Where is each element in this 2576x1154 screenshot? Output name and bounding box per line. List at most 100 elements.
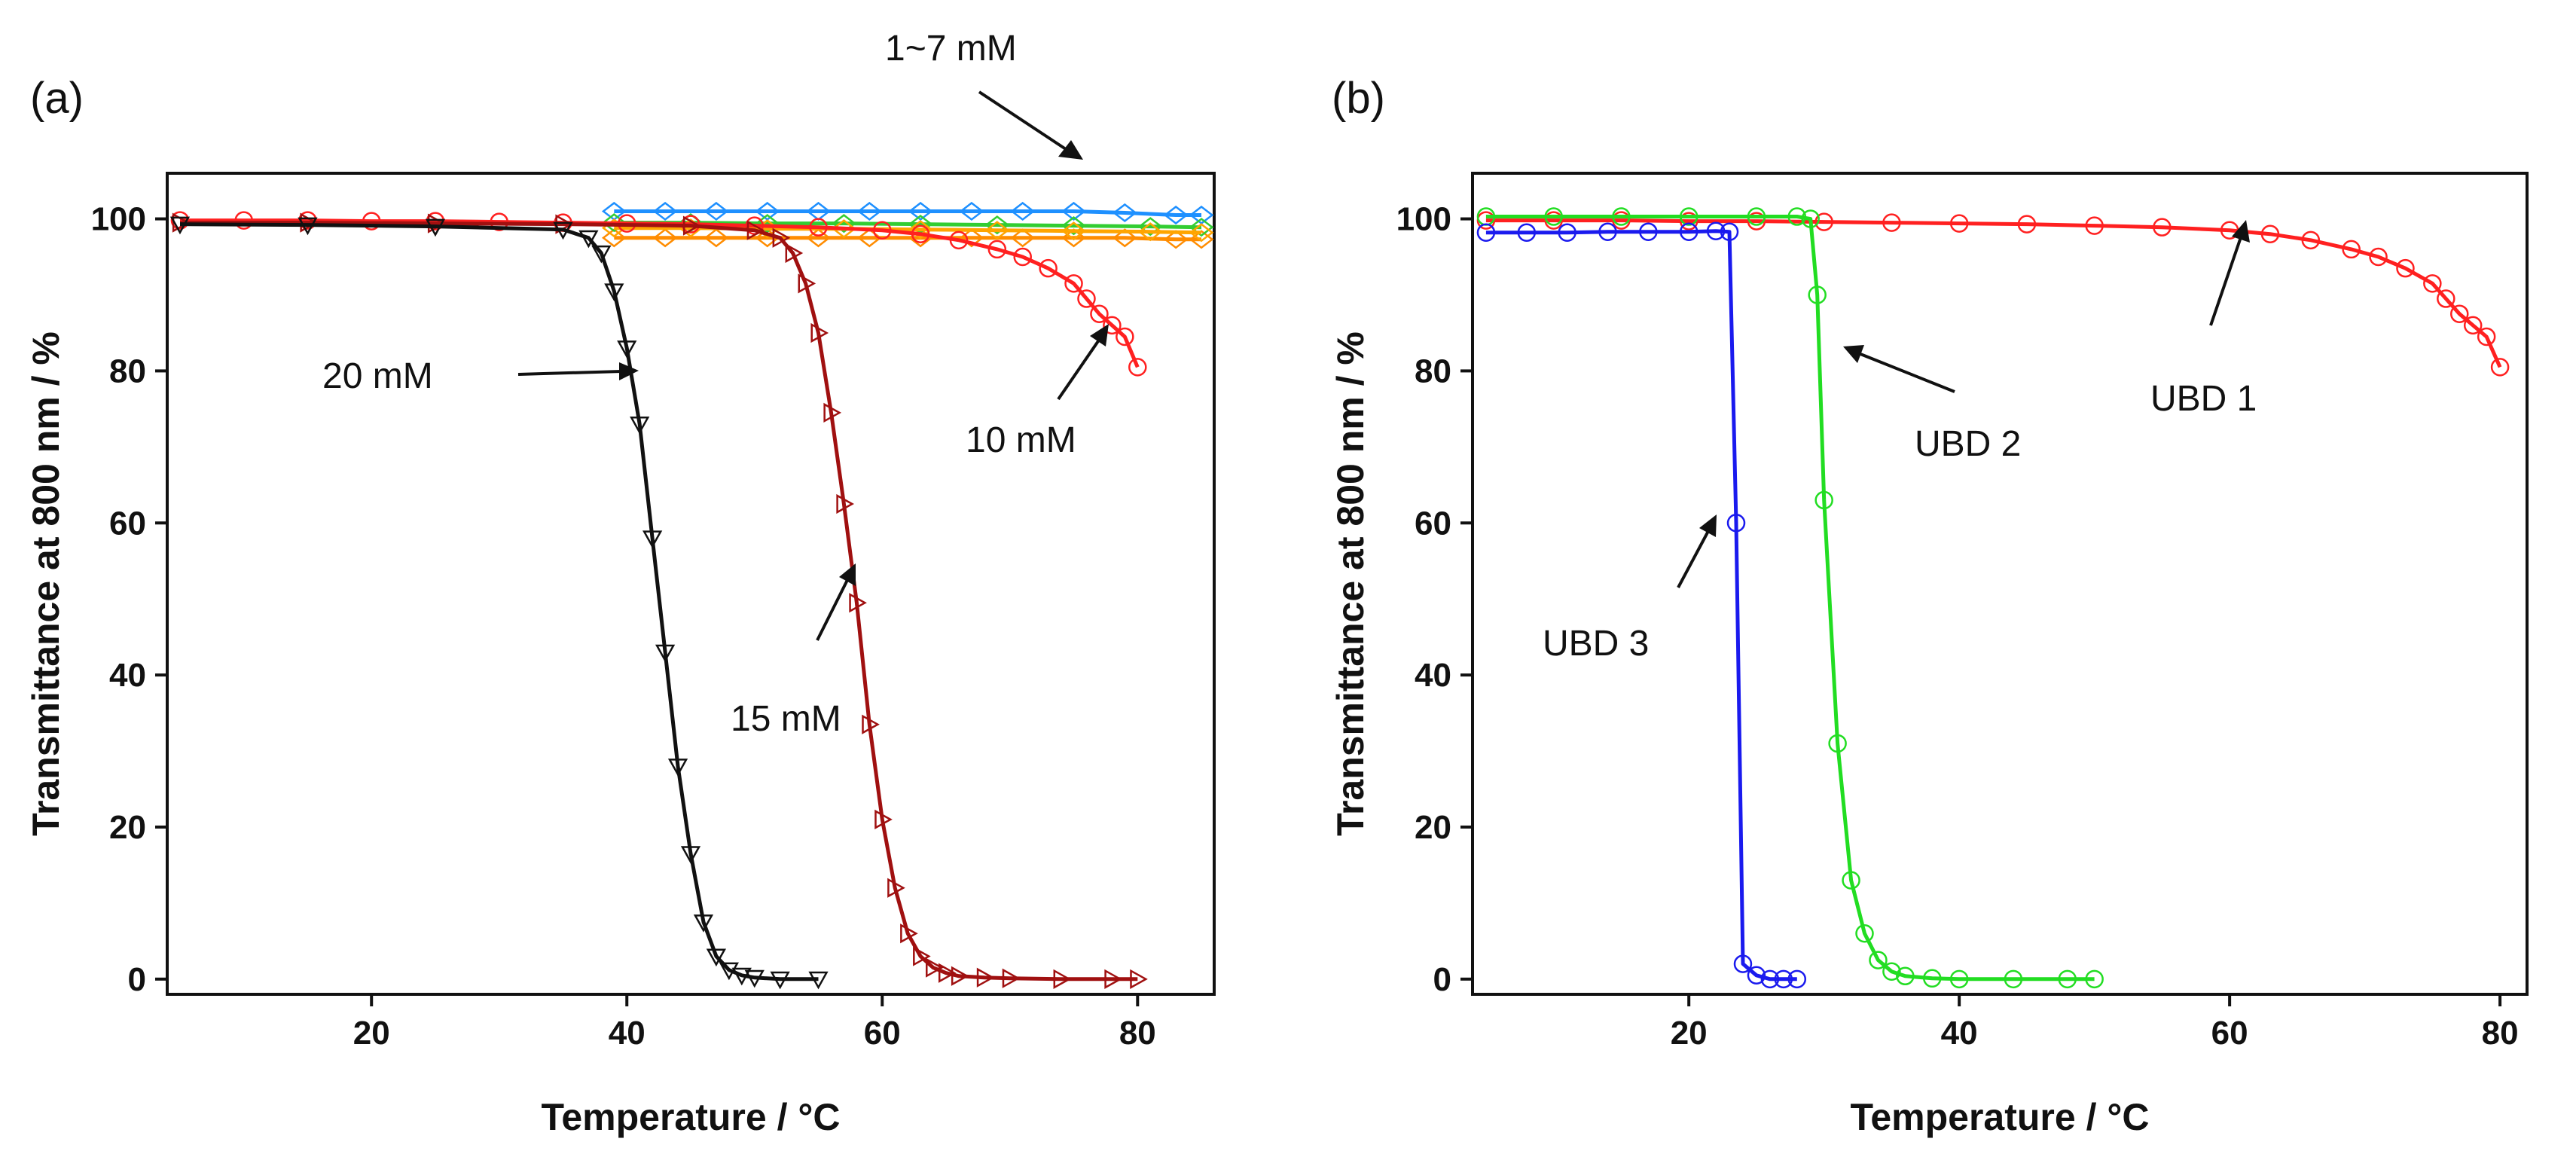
annotation-20mm-arrowhead	[619, 362, 639, 380]
panel-b-series-ubd-2-point	[1747, 207, 1766, 226]
panel-a-x-tick-label: 80	[1119, 1015, 1156, 1052]
panel-b-y-tick-label: 80	[1415, 353, 1451, 389]
panel-a-series-1-7-mm-point	[1189, 230, 1214, 249]
panel-b-series-ubd-3-point	[1558, 223, 1576, 242]
annotation-ubd2-arrow	[1860, 353, 1955, 393]
panel-b-series-ubd-3-point	[1787, 969, 1807, 989]
panel-b-series-ubd-1-point	[2369, 247, 2388, 267]
panel-a-series-20-mm-point	[553, 221, 573, 240]
panel-b-series-ubd-2-point	[1828, 734, 1847, 753]
panel-a-series-15-mm-point	[810, 322, 829, 343]
panel-a-series-1-7-mm-point	[1061, 228, 1086, 248]
panel-a-series-1-7-mm-point	[1189, 218, 1214, 237]
panel-b-series-ubd-2-point	[1612, 207, 1631, 226]
panel-a-y-tick-label: 60	[109, 505, 146, 542]
annotation-ubd2: UBD 2	[1915, 424, 2021, 464]
panel-a-series-15-mm-line	[180, 221, 1138, 982]
panel-a-series-1-7-mm-point	[806, 228, 831, 248]
panel-a-series-20-mm-point	[808, 971, 829, 990]
panel-b-series-ubd-1-point	[2017, 215, 2037, 234]
panel-b-y-axis-label: Transmittance at 800 nm / %	[1329, 331, 1372, 836]
panel-a-series-20-mm-point	[655, 644, 676, 663]
panel-a-series-1-7-mm-point	[1163, 205, 1189, 225]
panel-b-series-ubd-2-line	[1485, 215, 2095, 982]
panel-b-series-ubd-2-point	[1808, 285, 1827, 304]
panel-b-series-ubd-2-point	[2085, 969, 2104, 989]
annotation-ubd3-arrow	[1677, 530, 1710, 588]
panel-a-series-1-7-mm-point	[1137, 217, 1163, 237]
panel-b-series-ubd-1-point	[1679, 212, 1699, 230]
panel-a-series-1-7-mm-point	[908, 201, 933, 221]
panel-a-series-15-mm-point	[836, 493, 854, 514]
panel-a-series-1-7-mm-point	[984, 215, 1010, 235]
annotation-20mm-arrow	[517, 370, 622, 376]
panel-a-series-10-mm-line	[180, 218, 1140, 368]
panel-a-series-20-mm-point	[169, 216, 191, 235]
panel-a-series-15-mm-point	[849, 593, 867, 613]
annotation-ubd1: UBD 1	[2150, 379, 2257, 419]
panel-b-series-ubd-1-point	[2342, 240, 2361, 259]
panel-b-series-ubd-2-point	[1544, 207, 1563, 226]
panel-b-x-tick-label: 60	[2211, 1015, 2248, 1052]
panel-a-series-10-mm-point	[987, 240, 1007, 259]
panel-b-y-tick-label: 60	[1415, 505, 1451, 542]
panel-a-series-15-mm-point	[874, 809, 893, 829]
annotation-15mm-arrow	[816, 579, 849, 641]
panel-b-series-ubd-2-point	[1787, 207, 1807, 226]
panel-a-series-10-mm-point	[911, 224, 930, 243]
panel-b-series-ubd-3-point	[1679, 222, 1699, 241]
panel-a-series-15-mm-point	[1053, 969, 1072, 989]
panel-a-series-20-mm-point	[693, 914, 714, 933]
panel-b-series-ubd-2-point	[1814, 490, 1833, 510]
panel-b-series-ubd-3-point	[1639, 222, 1658, 241]
panel-a-series-1-7-mm-point	[1061, 221, 1086, 241]
panel-a-y-axis-label: Transmittance at 800 nm / %	[25, 331, 67, 836]
panel-a-series-10-mm-point	[170, 211, 190, 230]
panel-b-series-ubd-2-point	[1869, 951, 1888, 969]
panel-a-series-1-7-mm-point	[1189, 223, 1214, 243]
panel-a-series-20-mm-point	[578, 230, 599, 249]
panel-a-series-10-mm-point	[1116, 327, 1134, 347]
annotation-15mm-arrowhead	[839, 563, 856, 586]
panel-b-series-ubd-2-point	[2004, 969, 2023, 989]
panel-a-series-1-7-mm-point	[652, 228, 678, 248]
panel-a-x-tick-label: 60	[864, 1015, 901, 1052]
panel-a-series-1-7-mm-point	[984, 221, 1010, 240]
panel-b-y-tick-label: 100	[1396, 201, 1451, 238]
annotation-10mm-arrowhead	[1090, 324, 1109, 347]
panel-b-series-ubd-1-point	[1747, 212, 1766, 230]
panel-b-series-ubd-2-point	[1923, 969, 1942, 988]
annotation-ubd3-arrowhead	[1699, 514, 1717, 537]
panel-a-series-10-mm-point	[1077, 289, 1096, 308]
panel-a-series-20-mm-point	[617, 340, 637, 359]
panel-a-series-1-7-mm-line	[614, 209, 1201, 217]
panel-b-series-ubd-2-point	[1842, 871, 1860, 890]
panel-a-series-20-mm-point	[298, 217, 318, 236]
panel-b-series-ubd-1-point	[1882, 213, 1901, 232]
panel-b-series-ubd-1-point	[2153, 218, 2172, 237]
panel-a-y-tick-label: 100	[91, 201, 146, 238]
panel-b-series-ubd-3-line	[1485, 229, 1797, 982]
panel-b-series-ubd-2-point	[1855, 924, 1874, 943]
panel-a-series-1-7-mm-point	[832, 219, 856, 239]
panel-a-series-20-mm-point	[425, 218, 446, 237]
panel-a-series-1-7-mm-point	[601, 213, 627, 233]
panel-b-series-ubd-3-point	[1598, 222, 1617, 241]
panel-a-series-1-7-mm-point	[1112, 228, 1137, 248]
panel-a-series-10-mm-point	[809, 218, 828, 237]
panel-b-x-tick-label: 80	[2482, 1015, 2519, 1052]
panel-a-series-15-mm-point	[913, 946, 931, 966]
panel-b-series-ubd-1-point	[1814, 212, 1833, 231]
panel-b-series-ubd-1-point	[2396, 258, 2415, 278]
panel-a-series-10-mm-point	[1013, 247, 1032, 267]
panel-b-series-ubd-3-point	[1517, 223, 1537, 242]
panel-a-series-1-7-mm-point	[1163, 230, 1189, 249]
panel-a-series-1-7-mm-point	[832, 214, 856, 234]
panel-a-series-20-mm-point	[719, 962, 739, 981]
panel-a-annotations: 1~7 mM 20 mM 15 mM 10 mM	[322, 29, 1109, 739]
panel-b-series	[1476, 207, 2510, 989]
panel-a-y-tick-label: 0	[128, 961, 146, 998]
panel-a-series-15-mm-point	[798, 273, 816, 294]
panel-a-series-20-mm-point	[667, 759, 688, 777]
panel-a-series-1-7-mm-point	[704, 201, 729, 221]
